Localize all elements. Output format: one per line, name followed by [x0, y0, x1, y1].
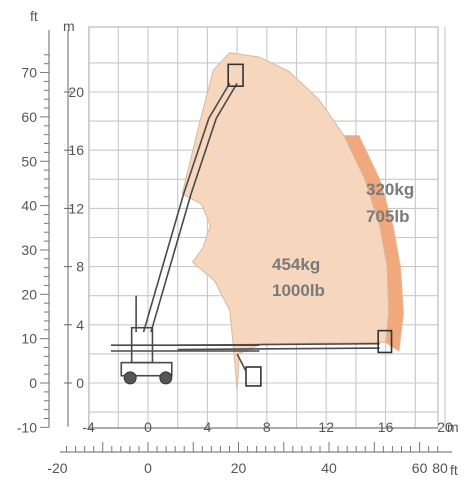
upper-boom-b: [190, 117, 218, 195]
x-tick-label-m: 16: [378, 419, 394, 435]
y-tick-label-ft: 20: [21, 286, 37, 302]
y-axis-meters: 0 4 8 12 16 20: [64, 30, 84, 427]
x-axis-feet: -20 0 20 40 60 80: [47, 442, 452, 476]
platform-top: [227, 63, 244, 87]
outreach-boom-b: [177, 347, 380, 351]
x-tick-label-ft: 60: [412, 460, 428, 476]
outreach-boom-a: [177, 342, 380, 346]
x-tick-label-m: 4: [204, 419, 212, 435]
y-tick-label-ft: 50: [21, 153, 37, 169]
y-tick-label-m: 12: [68, 200, 84, 216]
capacity-inner-lb: 1000lb: [272, 281, 325, 300]
machine-drawing: [110, 63, 393, 387]
x-tick-label-ft: -20: [47, 460, 67, 476]
x-tick-label-m: 0: [144, 419, 152, 435]
y-unit-m: m: [63, 18, 75, 34]
y-unit-ft: ft: [30, 8, 38, 24]
y-tick-label-ft: 60: [21, 109, 37, 125]
x-tick-label-m: 12: [318, 419, 334, 435]
x-tick-label-ft: 0: [144, 460, 152, 476]
platform-reach: [377, 329, 393, 354]
main-boom-b: [150, 193, 192, 333]
x-tick-label-ft: 40: [321, 460, 337, 476]
upper-boom-a: [182, 117, 210, 195]
x-unit-m: m: [447, 419, 459, 435]
y-tick-label-ft: 30: [21, 242, 37, 258]
x-tick-label-m: 8: [263, 419, 271, 435]
y-tick-label-m: 0: [76, 375, 84, 391]
platform-low: [245, 366, 262, 387]
low-jib: [236, 353, 247, 372]
y-tick-label-ft: -10: [17, 419, 37, 435]
capacity-outer-lb: 705lb: [366, 207, 409, 226]
y-tick-label-m: 8: [76, 259, 84, 275]
y-tick-label-ft: 0: [29, 375, 37, 391]
turret: [130, 326, 154, 364]
capacity-outer-kg: 320kg: [366, 180, 414, 199]
x-tick-label-ft: 20: [231, 460, 247, 476]
zone-454kg: [181, 52, 390, 391]
y-tick-label-m: 4: [76, 317, 84, 333]
x-tick-label-m: 20: [437, 419, 453, 435]
capacity-inner-kg: 454kg: [272, 255, 320, 274]
y-tick-label-ft: 40: [21, 198, 37, 214]
y-tick-label-ft: 10: [21, 331, 37, 347]
working-envelope: [181, 52, 404, 391]
y-tick-label-ft: 70: [21, 65, 37, 81]
x-tick-label-ft: 80: [432, 460, 448, 476]
wheel-rear: [123, 371, 137, 385]
y-tick-label-m: 20: [68, 84, 84, 100]
x-unit-ft: ft: [450, 462, 458, 478]
y-axis-feet: -10 0 10 20 30 40 50 60 70: [17, 30, 50, 435]
wheel-front: [159, 371, 173, 385]
x-tick-label-m: -4: [82, 419, 95, 435]
main-boom-a: [142, 193, 185, 333]
y-tick-label-m: 16: [68, 142, 84, 158]
jib-b: [215, 82, 238, 119]
jib-a: [208, 82, 231, 119]
x-axis-meters: -4 0 4 8 12 16 20: [82, 419, 453, 435]
